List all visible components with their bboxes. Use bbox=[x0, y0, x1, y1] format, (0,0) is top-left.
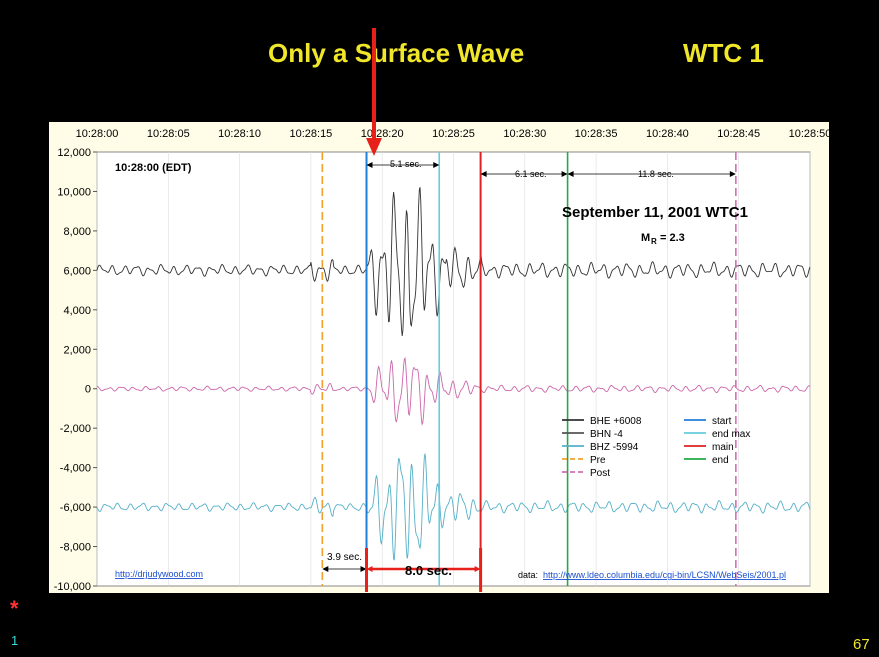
legend-label: BHE +6008 bbox=[590, 416, 642, 427]
magnitude-value: = 2.3 bbox=[660, 232, 685, 244]
y-tick-label: 4,000 bbox=[63, 305, 91, 317]
legend-item: BHZ -5994 bbox=[562, 442, 639, 453]
legend-label: main bbox=[712, 442, 734, 453]
slide-title: Only a Surface Wave bbox=[268, 38, 525, 68]
legend-label: end max bbox=[712, 429, 750, 440]
legend-label: Post bbox=[590, 468, 610, 479]
legend-label: BHN -4 bbox=[590, 429, 623, 440]
interval-arrows bbox=[322, 162, 736, 592]
x-tick-label: 10:28:25 bbox=[432, 128, 475, 140]
interval-arrow-11-8 bbox=[567, 171, 736, 177]
legend-label: BHZ -5994 bbox=[590, 442, 639, 453]
source-link-right[interactable]: http://www.ldeo.columbia.edu/cgi-bin/LCS… bbox=[543, 570, 786, 580]
y-tick-label: 0 bbox=[85, 384, 91, 396]
y-tick-label: -4,000 bbox=[60, 463, 91, 475]
y-tick-label: 6,000 bbox=[63, 265, 91, 277]
x-tick-label: 10:28:10 bbox=[218, 128, 261, 140]
x-grid bbox=[96, 152, 811, 586]
magnitude-label: M R = 2.3 bbox=[641, 232, 685, 246]
arrow-head-right bbox=[729, 171, 736, 177]
magnitude-subscript: R bbox=[651, 237, 657, 246]
slide-number-right: 67 bbox=[853, 636, 870, 653]
x-tick-label: 10:28:15 bbox=[289, 128, 332, 140]
x-axis: 10:28:00 10:28:05 10:28:10 10:28:15 10:28:20… bbox=[76, 128, 832, 140]
x-tick-label: 10:28:30 bbox=[503, 128, 546, 140]
source-label-right: data: bbox=[518, 570, 538, 580]
time-label: 10:28:00 (EDT) bbox=[115, 162, 192, 174]
slide-title-right: WTC 1 bbox=[683, 38, 764, 68]
y-tick-label: -2,000 bbox=[60, 423, 91, 435]
interval-arrow-8-0 bbox=[366, 566, 481, 572]
y-tick-label: 10,000 bbox=[57, 186, 91, 198]
y-tick-label: -8,000 bbox=[60, 542, 91, 554]
legend-item: BHN -4 bbox=[562, 429, 623, 440]
legend-item: BHE +6008 bbox=[562, 416, 642, 427]
x-tick-label: 10:28:45 bbox=[717, 128, 760, 140]
marker-lines bbox=[321, 152, 737, 586]
interval-arrow-3-9 bbox=[322, 566, 367, 572]
x-tick-label: 10:28:00 bbox=[76, 128, 119, 140]
trace-bhe bbox=[96, 187, 811, 336]
y-tick-label: 8,000 bbox=[63, 226, 91, 238]
legend-item: end bbox=[684, 455, 729, 466]
chart-title: September 11, 2001 WTC1 bbox=[562, 204, 748, 221]
legend-label: end bbox=[712, 455, 729, 466]
arrow-head-left bbox=[366, 566, 373, 572]
y-tick-label: 2,000 bbox=[63, 344, 91, 356]
legend-label: Pre bbox=[590, 455, 606, 466]
interval-label-3-9: 3.9 sec. bbox=[327, 552, 362, 563]
y-axis: 12,000 10,000 8,000 6,000 4,000 2,000 0 -2,000 -… bbox=[54, 147, 97, 593]
source-link-left[interactable]: http://drjudywood.com bbox=[115, 569, 203, 579]
x-tick-label: 10:28:40 bbox=[646, 128, 689, 140]
magnitude-symbol: M bbox=[641, 232, 650, 244]
x-tick-label: 10:28:35 bbox=[575, 128, 618, 140]
red-arrow-head bbox=[366, 138, 382, 156]
legend-label: start bbox=[712, 416, 732, 427]
arrow-head-right bbox=[360, 566, 367, 572]
interval-label-8-0: 8.0 sec. bbox=[405, 563, 452, 578]
x-tick-label: 10:28:50 bbox=[789, 128, 832, 140]
arrow-head-left bbox=[567, 171, 574, 177]
trace-bhz bbox=[96, 453, 811, 561]
interval-label-6-1: 6.1 sec. bbox=[515, 169, 547, 179]
y-tick-label: -10,000 bbox=[54, 581, 91, 593]
legend: BHE +6008 BHN -4 BHZ -5994 Pre Post start end … bbox=[562, 416, 750, 479]
arrow-head-right bbox=[474, 566, 481, 572]
legend-item: end max bbox=[684, 429, 750, 440]
arrow-head-left bbox=[366, 162, 373, 168]
legend-item: start bbox=[684, 416, 732, 427]
arrow-head-left bbox=[480, 171, 487, 177]
x-tick-label: 10:28:20 bbox=[361, 128, 404, 140]
arrow-head-right bbox=[433, 162, 440, 168]
x-tick-label: 10:28:05 bbox=[147, 128, 190, 140]
y-tick-label: 12,000 bbox=[57, 147, 91, 159]
traces bbox=[96, 187, 811, 561]
star-marker: * bbox=[10, 596, 19, 621]
legend-item: Pre bbox=[562, 455, 606, 466]
arrow-head-left bbox=[322, 566, 329, 572]
interval-arrow-5-1 bbox=[366, 162, 440, 168]
interval-label-5-1: 5.1 sec. bbox=[390, 159, 422, 169]
arrow-head-right bbox=[561, 171, 568, 177]
y-tick-label: -6,000 bbox=[60, 502, 91, 514]
interval-label-11-8: 11.8 sec. bbox=[638, 169, 674, 179]
legend-item: Post bbox=[562, 468, 610, 479]
interval-arrow-6-1 bbox=[480, 171, 568, 177]
trace-bhn bbox=[96, 357, 811, 426]
slide-number-left: 1 bbox=[11, 633, 19, 648]
legend-item: main bbox=[684, 442, 734, 453]
